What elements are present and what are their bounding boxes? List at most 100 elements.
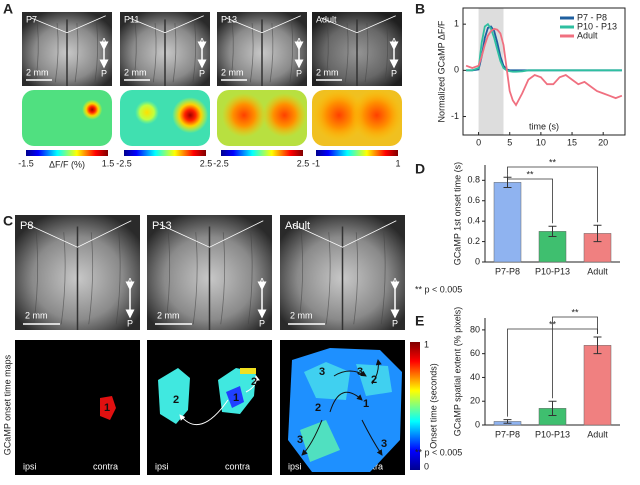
region-number: 2: [371, 374, 377, 386]
age-label: P8: [20, 220, 33, 232]
age-label: P11: [124, 14, 139, 24]
posterior-label: P: [199, 68, 205, 78]
bregma-lines: [320, 15, 396, 34]
region-number: 3: [319, 366, 325, 378]
scale-bar-label: 2 mm: [25, 310, 48, 320]
plot-frame: [462, 7, 626, 136]
vessel: [220, 232, 226, 325]
p-value-note: ** p < 0.005: [415, 447, 462, 457]
colorbar-min: -2.5: [213, 158, 229, 168]
anterior-label: A: [101, 36, 107, 46]
y-tick-label: -1: [451, 111, 459, 121]
colorbar-max: 2.5: [297, 158, 310, 168]
y-tick-label: 0: [475, 419, 480, 429]
posterior-label: P: [101, 68, 107, 78]
region-number: 3: [381, 438, 387, 450]
anterior-label: A: [392, 276, 398, 286]
panel-label: A: [3, 1, 13, 17]
colorbar-min: -1: [312, 158, 320, 168]
error-bar: [548, 225, 557, 237]
region-number: 1: [104, 402, 110, 414]
vessel: [54, 23, 59, 83]
significance-label: **: [571, 307, 579, 317]
vessel: [88, 232, 94, 325]
vessel: [384, 23, 389, 83]
x-tick-label: 15: [567, 137, 577, 147]
vessel: [344, 23, 349, 83]
y-tick-label: 1: [454, 19, 459, 29]
p-value-note: ** p < 0.005: [415, 284, 462, 294]
onset-region: [304, 362, 350, 400]
scale-bar-label: 2 mm: [124, 67, 147, 77]
significance-bracket: [507, 174, 553, 224]
bregma-lines: [159, 220, 264, 248]
heatmap-hotspot: [313, 89, 365, 142]
y-axis-label: GCaMP spatial extent (% pixels): [452, 307, 462, 436]
x-tick-label: P7-P8: [495, 266, 520, 276]
age-label: P13: [152, 220, 172, 232]
contra-label: contra: [225, 461, 250, 471]
y-axis-label: Normalized GCaMP ΔF/F: [436, 20, 446, 122]
vessel: [247, 232, 253, 325]
colorbar: [124, 150, 206, 156]
posterior-label: P: [296, 68, 302, 78]
scale-bar-label: 2 mm: [157, 310, 180, 320]
error-bar: [503, 419, 512, 424]
colorbar-min: -2.5: [116, 158, 132, 168]
y-tick-label: 40: [470, 372, 480, 382]
heatmap-hotspot: [82, 99, 103, 120]
region-number: 3: [357, 366, 363, 378]
bregma-lines: [27, 220, 132, 248]
vessel: [192, 23, 197, 83]
ipsi-label: ipsi: [155, 461, 169, 471]
colorbar-max: 1.5: [102, 158, 115, 168]
onset-map: [15, 340, 140, 475]
bregma-lines: [225, 15, 301, 34]
heatmap-hotspot: [135, 100, 159, 125]
age-label: P7: [26, 14, 37, 24]
x-tick-label: P10-P13: [535, 266, 570, 276]
colorbar-min: -1.5: [18, 158, 34, 168]
significance-bracket: [552, 316, 598, 399]
x-tick-label: 5: [507, 137, 512, 147]
series-line: [466, 22, 622, 73]
heatmap: [22, 90, 112, 146]
posterior-label: P: [391, 68, 397, 78]
region-number: 2: [173, 394, 179, 406]
age-label: P13: [221, 14, 237, 24]
x-tick-label: P7-P8: [495, 429, 520, 439]
propagation-arrow: [245, 375, 260, 393]
vessel: [230, 23, 234, 83]
colorbar-label: Onset time (seconds): [428, 363, 438, 449]
posterior-label: P: [259, 318, 265, 328]
onset-region: [100, 396, 116, 420]
onset-region: [240, 368, 256, 374]
region-number: 1: [363, 398, 369, 410]
x-axis-label: time (s): [529, 121, 559, 131]
heatmap-hotspot: [172, 97, 209, 134]
heatmap-hotspot: [222, 93, 266, 138]
propagation-arrow: [301, 419, 323, 456]
x-tick-label: 0: [476, 137, 481, 147]
heatmap-hotspot: [262, 93, 307, 138]
y-axis-label: GCaMP 1st onset time (s): [452, 162, 462, 265]
series-line: [465, 27, 623, 107]
propagation-arrow: [361, 419, 383, 456]
region-number: 2: [251, 376, 257, 388]
vessel: [353, 232, 359, 325]
posterior-label: P: [127, 318, 133, 328]
panel-label: E: [415, 313, 424, 329]
scale-bar-label: 2 mm: [290, 310, 313, 320]
vessel: [298, 232, 304, 325]
age-label: Adult: [285, 220, 310, 232]
contra-label: contra: [93, 461, 118, 471]
vessel: [115, 232, 121, 325]
anterior-label: A: [296, 36, 302, 46]
propagation-arrow: [371, 359, 382, 385]
region-number: 2: [315, 402, 321, 414]
bregma-lines: [128, 15, 204, 34]
maps-label: GCaMP onset time maps: [2, 354, 12, 455]
y-tick-label: 80: [470, 324, 480, 334]
x-tick-label: 10: [536, 137, 546, 147]
